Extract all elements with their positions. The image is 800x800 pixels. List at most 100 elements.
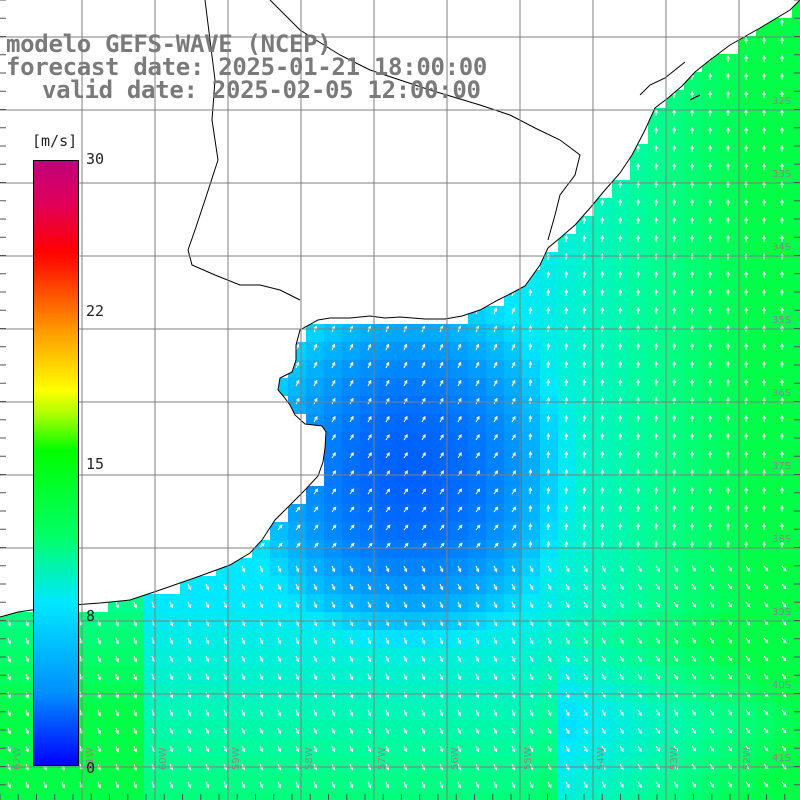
wind-arrow	[619, 745, 624, 753]
wind-arrow	[133, 655, 137, 663]
wind-arrow	[439, 361, 444, 369]
wind-arrow	[97, 691, 101, 699]
wind-arrow	[205, 583, 210, 591]
wind-arrow	[564, 342, 569, 351]
wind-cell	[504, 324, 522, 342]
wind-arrow	[367, 781, 372, 789]
wind-cell	[792, 126, 800, 144]
wind-arrow	[528, 396, 533, 405]
wind-cell	[450, 324, 468, 342]
wind-cell	[216, 792, 234, 800]
wind-cell	[324, 468, 342, 486]
wind-arrow	[331, 415, 336, 423]
wind-arrow	[565, 709, 570, 717]
wind-cell	[342, 486, 360, 504]
wind-cell	[342, 360, 360, 378]
wind-cell	[612, 522, 630, 540]
wind-cell	[468, 342, 486, 360]
wind-cell	[504, 522, 522, 540]
wind-cell	[576, 414, 594, 432]
wind-arrow	[511, 637, 516, 645]
wind-cell	[450, 342, 468, 360]
wind-arrow	[421, 433, 426, 441]
wind-cell	[504, 378, 522, 396]
wind-arrow	[780, 342, 784, 351]
wind-arrow	[241, 637, 246, 645]
wind-cell	[90, 792, 108, 800]
wind-arrow	[708, 522, 712, 531]
wind-arrow	[421, 565, 426, 573]
wind-cell	[360, 414, 378, 432]
wind-arrow	[709, 745, 715, 752]
wind-arrow	[133, 673, 137, 681]
wind-arrow	[744, 36, 748, 45]
wind-cell	[792, 288, 800, 306]
wind-cell	[792, 504, 800, 522]
wind-arrow	[241, 673, 246, 681]
wind-cell	[360, 432, 378, 450]
wind-cell	[504, 306, 522, 324]
wind-arrow	[583, 583, 588, 591]
wind-arrow	[259, 691, 264, 699]
wind-arrow	[331, 397, 336, 405]
wind-cell	[792, 360, 800, 378]
wind-cell	[576, 486, 594, 504]
wind-arrow	[600, 306, 605, 315]
wind-arrow	[421, 673, 426, 681]
wind-cell	[414, 432, 432, 450]
wind-arrow	[511, 565, 516, 573]
wind-arrow	[745, 727, 751, 734]
wind-arrow	[493, 397, 498, 405]
wind-cell	[522, 414, 540, 432]
wind-arrow	[439, 601, 444, 609]
wind-cell	[18, 756, 36, 774]
wind-arrow	[511, 506, 517, 513]
wind-cell	[648, 126, 666, 144]
wind-arrow	[241, 781, 246, 789]
wind-arrow	[528, 378, 533, 387]
wind-arrow	[528, 360, 533, 369]
wind-arrow	[600, 486, 605, 495]
wind-arrow	[601, 745, 606, 753]
wind-arrow	[564, 486, 569, 495]
wind-cell	[666, 504, 684, 522]
wind-arrow	[708, 126, 712, 135]
wind-cell	[702, 540, 720, 558]
wind-cell	[108, 684, 126, 702]
wind-cell	[756, 504, 774, 522]
wind-cell	[792, 216, 800, 234]
wind-cell	[738, 360, 756, 378]
wind-arrow	[745, 745, 751, 752]
wind-arrow	[367, 343, 372, 351]
wind-cell	[756, 324, 774, 342]
wind-arrow	[115, 637, 119, 645]
wind-cell	[738, 324, 756, 342]
wind-arrow	[511, 415, 516, 423]
wind-arrow	[349, 397, 354, 405]
wind-cell	[792, 0, 800, 18]
wind-arrow	[115, 745, 119, 753]
wind-cell	[684, 540, 702, 558]
wind-cell	[108, 792, 126, 800]
wind-cell	[684, 396, 702, 414]
wind-arrow	[349, 601, 354, 609]
wind-arrow	[672, 126, 676, 135]
wind-arrow	[762, 396, 766, 405]
wind-cell	[702, 504, 720, 522]
wind-cell	[702, 288, 720, 306]
wind-cell	[666, 126, 684, 144]
wind-arrow	[349, 709, 354, 717]
wind-arrow	[259, 781, 264, 789]
wind-arrow	[367, 397, 372, 405]
wind-arrow	[709, 727, 715, 734]
wind-arrow	[726, 306, 730, 315]
wind-arrow	[529, 691, 534, 699]
wind-cell	[504, 342, 522, 360]
wind-arrow	[672, 216, 676, 225]
wind-arrow	[385, 637, 390, 645]
wind-arrow	[223, 583, 228, 591]
wind-arrow	[511, 601, 516, 609]
wind-arrow	[690, 234, 694, 243]
wind-arrow	[637, 601, 642, 608]
wind-arrow	[672, 360, 676, 369]
